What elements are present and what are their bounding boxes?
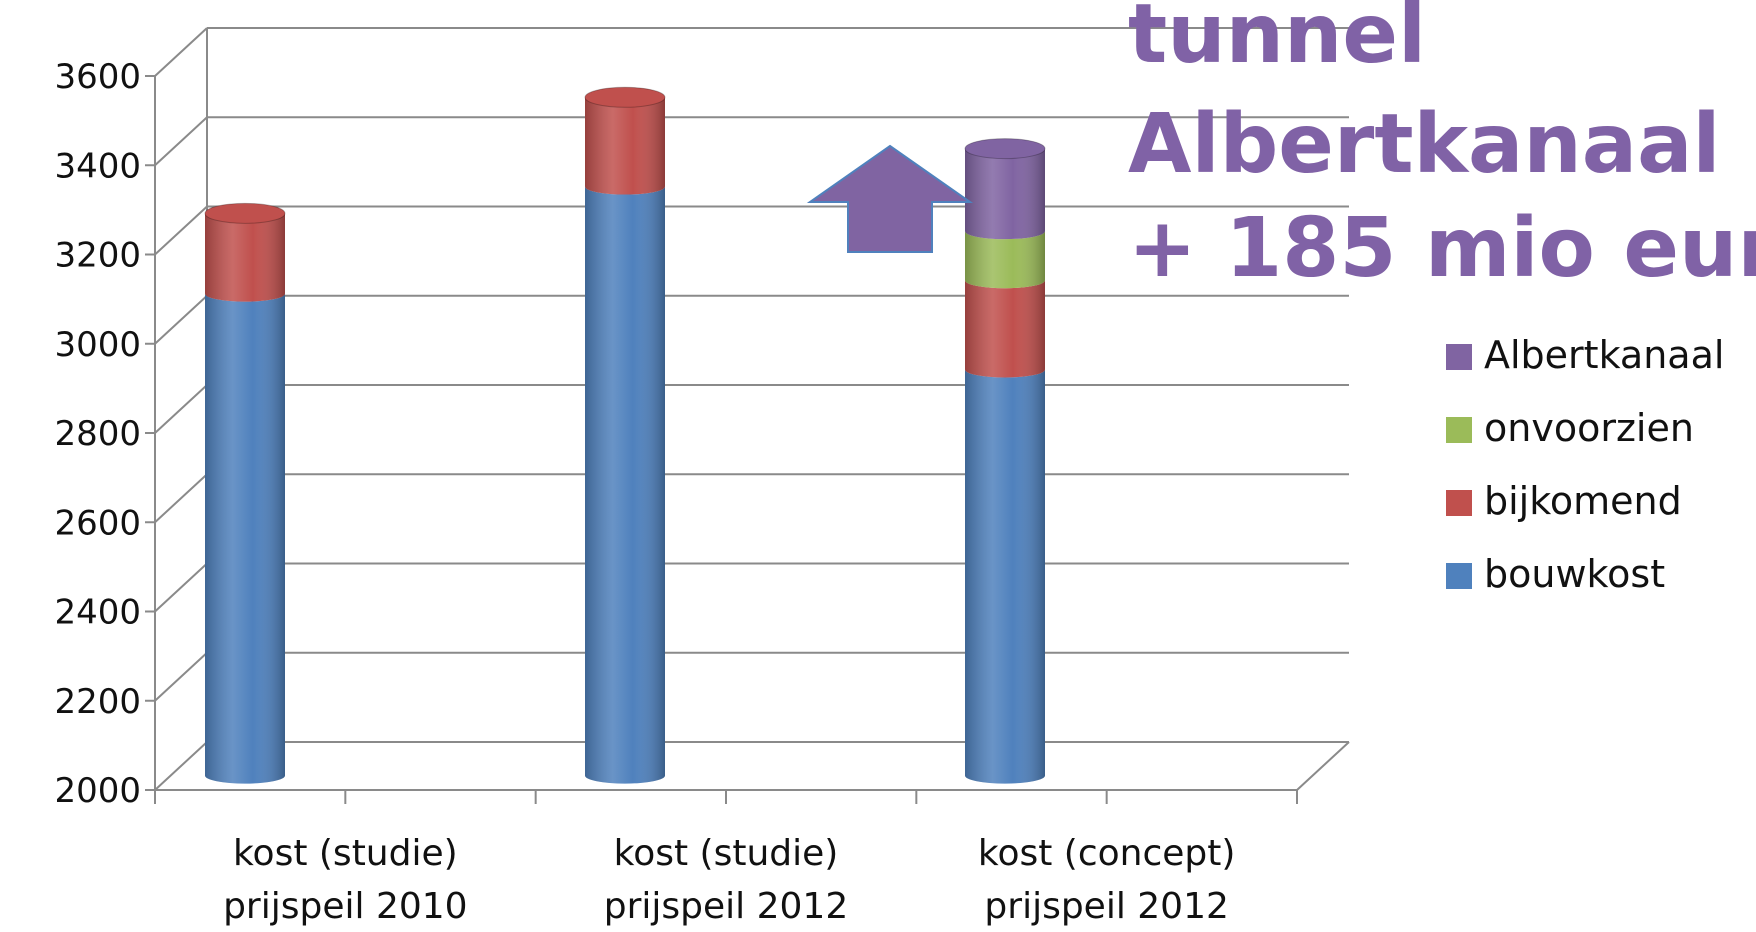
tick-labels: 2000 2200 2400 2600 2800 3000 3200 3400 3600 kost… (54, 57, 1235, 927)
x-category-label: prijspeil 2012 (604, 886, 848, 927)
legend-label: onvoorzien (1484, 406, 1694, 450)
legend-label: Albertkanaal (1484, 333, 1724, 377)
gridline-diagonal (154, 116, 208, 166)
x-category-label: prijspeil 2012 (984, 886, 1228, 927)
floor-edge (1296, 741, 1350, 791)
annotation: tunnel Albertkanaal + 185 mio euro (1128, 0, 1756, 296)
bar-segment-shading (205, 213, 285, 302)
bar-segment-shading (965, 148, 1045, 240)
gridline-diagonal (154, 295, 208, 345)
bar-segment-shading (965, 369, 1045, 784)
gridline-diagonal (154, 652, 208, 702)
legend-label: bouwkost (1484, 552, 1665, 596)
legend-swatch (1446, 417, 1472, 443)
gridline-diagonal (154, 384, 208, 434)
legend: Albertkanaal onvoorzien bijkomend bouwkost (1446, 333, 1724, 596)
arrow (806, 144, 974, 253)
y-tick-label: 2800 (54, 414, 141, 454)
gridline-diagonal (154, 741, 208, 791)
y-tick-label: 2400 (54, 593, 141, 633)
bars (204, 86, 1046, 784)
grid (154, 27, 1349, 791)
x-category-label: kost (concept) (978, 833, 1236, 874)
y-tick-label: 3000 (54, 325, 141, 365)
x-category-label: prijspeil 2010 (223, 886, 467, 927)
gridline-diagonal (154, 473, 208, 523)
gridline-diagonal (154, 205, 208, 256)
gridline-diagonal (154, 27, 208, 77)
annotation-line-1: tunnel (1128, 0, 1426, 82)
x-category-label: kost (studie) (614, 833, 839, 874)
bar-top-cap (584, 86, 666, 108)
y-tick-label: 2600 (54, 503, 141, 543)
legend-swatch (1446, 490, 1472, 516)
annotation-line-3: + 185 mio euro (1128, 201, 1756, 296)
annotation-line-2: Albertkanaal (1128, 97, 1721, 192)
x-category-label: kost (studie) (233, 833, 458, 874)
bar-segment-shading (965, 231, 1045, 289)
bar-top-cap (204, 202, 286, 224)
bar-segment-shading (585, 186, 665, 784)
axes (145, 75, 1350, 804)
legend-swatch (1446, 344, 1472, 370)
bar-segment-shading (205, 293, 285, 784)
bar-segment-shading (965, 280, 1045, 378)
y-tick-label: 2200 (54, 682, 141, 722)
gridline-diagonal (154, 562, 208, 613)
y-tick-label: 3400 (54, 146, 141, 186)
up-arrow (806, 144, 974, 253)
legend-swatch (1446, 563, 1472, 589)
bar-top-cap (964, 138, 1046, 160)
y-tick-label: 3200 (54, 236, 141, 276)
bar-segment-shading (585, 97, 665, 195)
legend-label: bijkomend (1484, 479, 1682, 523)
y-tick-label: 2000 (54, 771, 141, 811)
y-tick-label: 3600 (54, 57, 141, 97)
